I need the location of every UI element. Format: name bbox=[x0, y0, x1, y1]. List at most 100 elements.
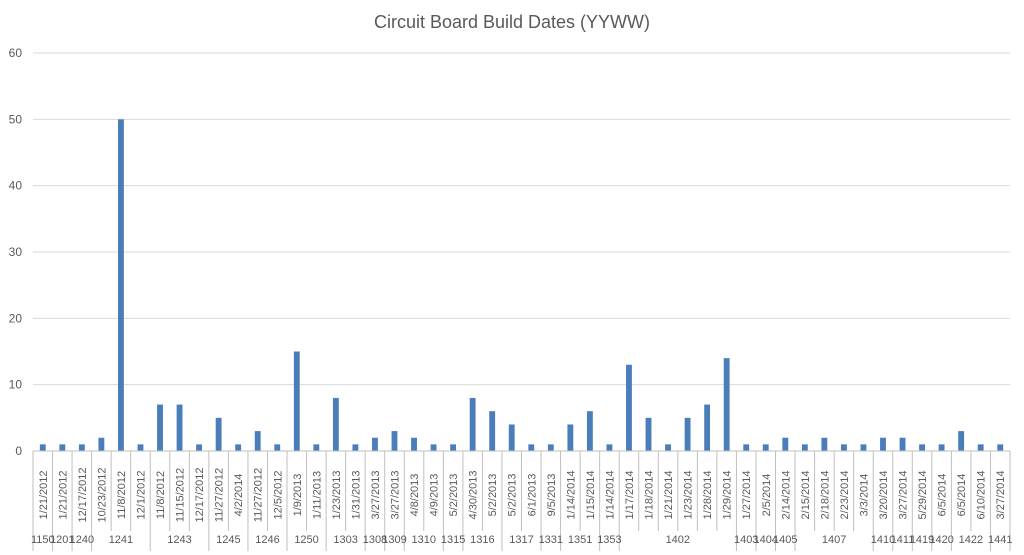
bar bbox=[528, 444, 535, 451]
x-tick-label: 4/8/2013 bbox=[409, 474, 421, 517]
x-tick-label: 11/15/2012 bbox=[175, 468, 187, 522]
x-tick-label: 12/5/2012 bbox=[272, 471, 284, 520]
group-label: 1404 bbox=[754, 534, 778, 546]
bar bbox=[293, 351, 300, 451]
group-label: 1403 bbox=[734, 534, 758, 546]
x-tick-label: 6/1/2013 bbox=[526, 474, 538, 517]
x-tick-label: 1/31/2013 bbox=[350, 471, 362, 520]
bar bbox=[372, 437, 378, 451]
x-tick-label: 12/17/2012 bbox=[77, 467, 89, 522]
group-label: 1246 bbox=[255, 534, 279, 546]
bar bbox=[430, 444, 437, 451]
bars bbox=[39, 119, 1004, 451]
group-label: 1402 bbox=[666, 534, 690, 546]
bar bbox=[626, 364, 632, 451]
x-tick-label: 1/14/2014 bbox=[604, 471, 616, 520]
bar bbox=[919, 444, 926, 451]
bar bbox=[352, 444, 359, 451]
x-tick-label: 3/20/2014 bbox=[878, 471, 890, 520]
x-tick-label: 1/18/2014 bbox=[644, 471, 656, 520]
bar bbox=[821, 437, 828, 451]
bar bbox=[762, 444, 769, 451]
y-axis-ticks: 0 10 20 30 40 50 60 bbox=[9, 46, 23, 458]
group-label: 1240 bbox=[70, 534, 94, 546]
group-label: 1351 bbox=[568, 534, 592, 546]
group-label: 1303 bbox=[333, 534, 357, 546]
y-tick-label: 30 bbox=[9, 245, 23, 259]
bar bbox=[899, 437, 906, 451]
bar bbox=[743, 444, 750, 451]
x-tick-label: 2/18/2014 bbox=[819, 471, 831, 520]
x-tick-label: 6/5/2014 bbox=[937, 474, 949, 517]
bar bbox=[254, 431, 261, 451]
x-tick-label: 1/23/2013 bbox=[331, 471, 343, 520]
x-tick-label: 2/23/2014 bbox=[839, 471, 851, 520]
x-tick-label: 1/21/2012 bbox=[57, 471, 69, 520]
x-tick-label: 9/5/2013 bbox=[546, 474, 558, 517]
group-label: 1241 bbox=[109, 534, 133, 546]
group-label: 1245 bbox=[216, 534, 240, 546]
group-label: 1310 bbox=[412, 534, 436, 546]
y-tick-label: 0 bbox=[15, 444, 22, 458]
x-tick-label: 5/2/2013 bbox=[487, 474, 499, 517]
group-label: 1420 bbox=[929, 534, 953, 546]
bar bbox=[332, 397, 339, 451]
bar bbox=[977, 444, 984, 451]
chart-title: Circuit Board Build Dates (YYWW) bbox=[373, 12, 651, 32]
bar bbox=[98, 437, 105, 451]
x-tick-label: 11/27/2012 bbox=[253, 468, 265, 522]
x-tick-label: 1/21/2012 bbox=[38, 471, 50, 520]
group-label: 1317 bbox=[509, 534, 533, 546]
x-tick-label: 1/28/2014 bbox=[702, 471, 714, 520]
y-tick-label: 50 bbox=[9, 112, 23, 126]
x-tick-label: 2/14/2014 bbox=[780, 471, 792, 520]
x-tick-label: 5/29/2014 bbox=[917, 471, 929, 520]
group-label: 1243 bbox=[167, 534, 191, 546]
bar bbox=[469, 397, 476, 451]
y-tick-label: 10 bbox=[9, 378, 23, 392]
group-label: 1410 bbox=[871, 534, 895, 546]
x-tick-label: 1/11/2013 bbox=[311, 471, 323, 519]
bar bbox=[489, 411, 496, 451]
x-tick-label: 6/5/2014 bbox=[956, 474, 968, 517]
x-tick-label: 4/30/2013 bbox=[468, 471, 480, 520]
bar bbox=[782, 437, 789, 451]
group-label: 1316 bbox=[470, 534, 494, 546]
bar bbox=[880, 437, 886, 451]
group-label: 1405 bbox=[773, 534, 797, 546]
group-label: 1407 bbox=[822, 534, 846, 546]
bar bbox=[450, 444, 457, 451]
bar bbox=[157, 404, 163, 451]
bar bbox=[606, 444, 613, 451]
x-tick-label: 1/29/2014 bbox=[722, 471, 734, 520]
bar bbox=[665, 444, 671, 451]
x-tick-label: 1/9/2013 bbox=[292, 474, 304, 517]
x-tick-label: 11/8/2012 bbox=[116, 471, 128, 519]
group-label: 1315 bbox=[441, 534, 465, 546]
bar bbox=[176, 404, 183, 451]
bar bbox=[704, 404, 711, 451]
bar bbox=[39, 444, 46, 451]
gridlines bbox=[33, 52, 1010, 386]
bar bbox=[567, 424, 574, 451]
group-label: 1331 bbox=[539, 534, 563, 546]
x-tick-label: 5/2/2013 bbox=[507, 474, 519, 517]
bar bbox=[997, 444, 1004, 451]
bar bbox=[235, 444, 242, 451]
bar bbox=[411, 437, 417, 451]
bar bbox=[840, 444, 847, 451]
x-tick-label: 4/9/2013 bbox=[429, 474, 441, 517]
x-tick-label: 1/17/2014 bbox=[624, 471, 636, 520]
category-labels: 1/21/2012 1/21/2012 12/17/2012 10/23/2012 11… bbox=[38, 467, 1007, 522]
x-tick-label: 12/1/2012 bbox=[135, 471, 147, 520]
bar bbox=[684, 417, 691, 451]
y-tick-label: 40 bbox=[9, 179, 23, 193]
bar bbox=[78, 444, 85, 451]
x-tick-label: 1/27/2014 bbox=[741, 471, 753, 520]
x-tick-label: 3/3/2014 bbox=[858, 474, 870, 517]
bar bbox=[391, 431, 398, 451]
bar bbox=[645, 417, 652, 451]
group-label: 1422 bbox=[959, 534, 983, 546]
